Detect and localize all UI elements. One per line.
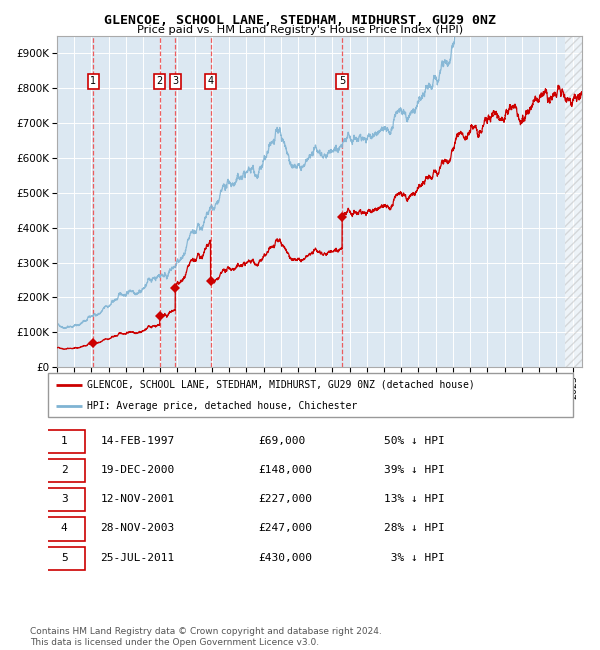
Text: £430,000: £430,000 [258, 552, 312, 563]
Text: HPI: Average price, detached house, Chichester: HPI: Average price, detached house, Chic… [88, 401, 358, 411]
Text: 3: 3 [61, 494, 68, 504]
Text: Contains HM Land Registry data © Crown copyright and database right 2024.
This d: Contains HM Land Registry data © Crown c… [30, 627, 382, 647]
Text: 14-FEB-1997: 14-FEB-1997 [101, 436, 175, 446]
Text: 3% ↓ HPI: 3% ↓ HPI [384, 552, 445, 563]
Text: 39% ↓ HPI: 39% ↓ HPI [384, 465, 445, 475]
FancyBboxPatch shape [48, 373, 573, 417]
Text: 5: 5 [61, 552, 68, 563]
Text: 2: 2 [157, 76, 163, 86]
Text: 4: 4 [208, 76, 214, 86]
Text: 3: 3 [172, 76, 178, 86]
Text: 50% ↓ HPI: 50% ↓ HPI [384, 436, 445, 446]
Text: £148,000: £148,000 [258, 465, 312, 475]
FancyBboxPatch shape [44, 459, 85, 482]
Text: 19-DEC-2000: 19-DEC-2000 [101, 465, 175, 475]
FancyBboxPatch shape [44, 547, 85, 570]
Text: 13% ↓ HPI: 13% ↓ HPI [384, 494, 445, 504]
Text: 28% ↓ HPI: 28% ↓ HPI [384, 523, 445, 534]
Text: 2: 2 [61, 465, 68, 475]
FancyBboxPatch shape [44, 488, 85, 512]
Text: 25-JUL-2011: 25-JUL-2011 [101, 552, 175, 563]
Text: £247,000: £247,000 [258, 523, 312, 534]
Text: 5: 5 [339, 76, 345, 86]
Text: £227,000: £227,000 [258, 494, 312, 504]
FancyBboxPatch shape [44, 517, 85, 541]
Text: £69,000: £69,000 [258, 436, 305, 446]
Text: GLENCOE, SCHOOL LANE, STEDHAM, MIDHURST, GU29 0NZ: GLENCOE, SCHOOL LANE, STEDHAM, MIDHURST,… [104, 14, 496, 27]
Text: 4: 4 [61, 523, 68, 534]
Text: 12-NOV-2001: 12-NOV-2001 [101, 494, 175, 504]
Text: Price paid vs. HM Land Registry's House Price Index (HPI): Price paid vs. HM Land Registry's House … [137, 25, 463, 34]
FancyBboxPatch shape [44, 430, 85, 453]
Text: 1: 1 [91, 76, 97, 86]
Polygon shape [565, 36, 582, 367]
Text: 1: 1 [61, 436, 68, 446]
Text: GLENCOE, SCHOOL LANE, STEDHAM, MIDHURST, GU29 0NZ (detached house): GLENCOE, SCHOOL LANE, STEDHAM, MIDHURST,… [88, 380, 475, 389]
Text: 28-NOV-2003: 28-NOV-2003 [101, 523, 175, 534]
